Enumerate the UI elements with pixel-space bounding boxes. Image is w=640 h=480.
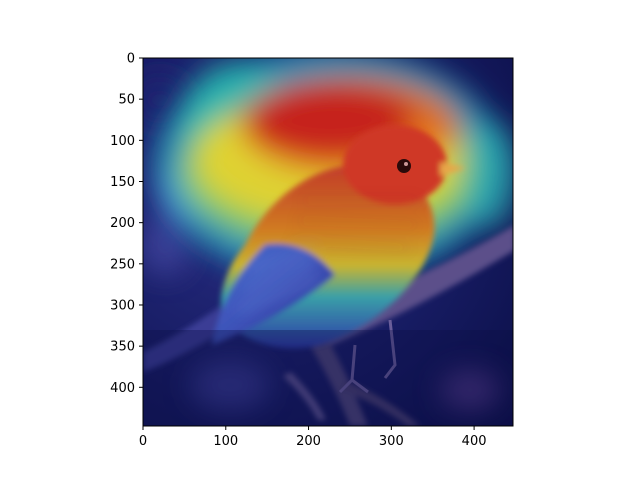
x-tick-label: 400 <box>462 434 487 449</box>
x-tick-label: 200 <box>296 434 321 449</box>
y-tick-label: 0 <box>127 52 135 67</box>
y-tick-label: 150 <box>110 175 135 190</box>
x-tick-label: 300 <box>379 434 404 449</box>
x-tick-label: 100 <box>213 434 238 449</box>
y-tick-label: 400 <box>110 381 135 396</box>
y-tick-label: 200 <box>110 216 135 231</box>
x-tick-label: 0 <box>139 434 147 449</box>
x-axis: 0 100 200 300 400 <box>139 426 487 449</box>
y-tick-label: 300 <box>110 298 135 313</box>
y-axis: 0 50 100 150 200 250 300 350 400 <box>110 52 143 396</box>
y-tick-label: 50 <box>118 93 135 108</box>
heatmap-image <box>143 58 513 426</box>
y-tick-label: 350 <box>110 340 135 355</box>
y-tick-label: 250 <box>110 257 135 272</box>
y-tick-label: 100 <box>110 134 135 149</box>
axes-frame <box>142 57 514 427</box>
